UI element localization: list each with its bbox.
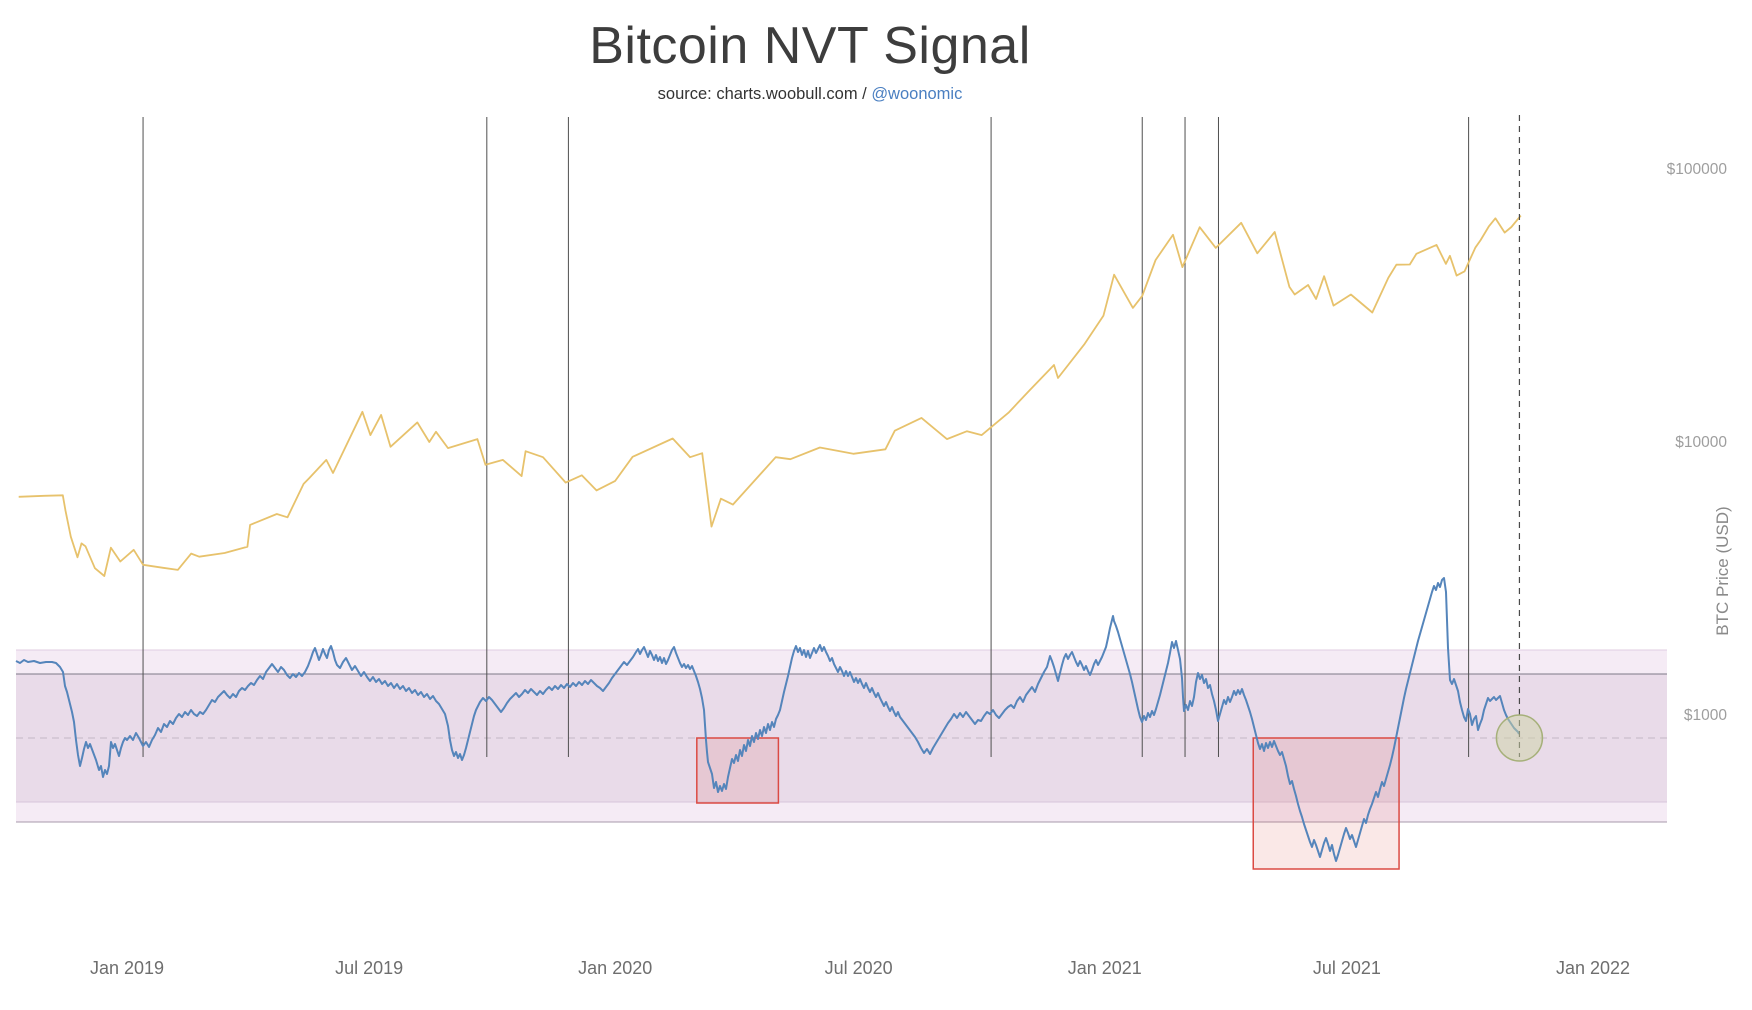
x-tick-label: Jul 2021 — [1313, 958, 1381, 978]
y-axis-labels: $100000 $10000 $1000 — [1667, 161, 1728, 724]
nvt-signal-line[interactable] — [15, 577, 1520, 862]
x-tick-label: Jan 2019 — [90, 958, 164, 978]
y-tick-label: $10000 — [1675, 434, 1727, 451]
signal-box — [1252, 737, 1400, 870]
event-lines — [142, 117, 1470, 757]
signal-boxes — [696, 737, 1400, 870]
x-tick-label: Jan 2022 — [1556, 958, 1630, 978]
current-value-marker[interactable] — [1495, 714, 1544, 762]
x-axis-labels: Jan 2019 Jul 2019 Jan 2020 Jul 2020 Jan 2021… — [90, 958, 1630, 978]
x-tick-label: Jan 2021 — [1068, 958, 1142, 978]
x-tick-label: Jul 2019 — [335, 958, 403, 978]
y-axis-title: BTC Price (USD) — [1713, 506, 1732, 636]
x-tick-label: Jan 2020 — [578, 958, 652, 978]
y-tick-label: $100000 — [1667, 161, 1728, 178]
x-tick-label: Jul 2020 — [825, 958, 893, 978]
signal-box — [696, 737, 780, 804]
btc-price-line[interactable] — [18, 215, 1522, 577]
y-tick-label: $1000 — [1684, 707, 1727, 724]
